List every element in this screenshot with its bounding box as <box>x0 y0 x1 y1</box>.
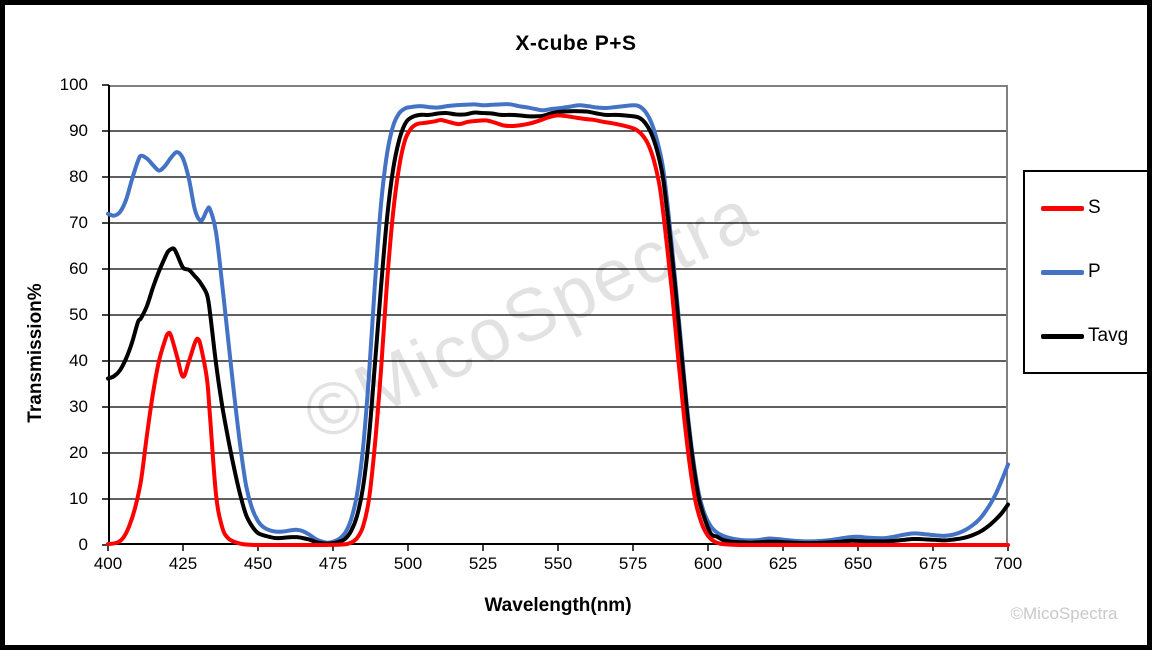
legend-item-P: P <box>1041 261 1148 283</box>
series-line-P <box>106 102 1010 545</box>
chart-title: X-cube P+S <box>515 32 637 55</box>
legend-line-sample-Tavg <box>1041 333 1084 339</box>
x-tick-label-650: 650 <box>843 554 873 573</box>
y-tick-label-20: 20 <box>69 443 88 462</box>
legend-label-S: S <box>1088 197 1101 218</box>
x-tick-label-700: 700 <box>993 554 1023 573</box>
x-tick-label-675: 675 <box>918 554 948 573</box>
y-tick-label-100: 100 <box>59 75 88 94</box>
series-line-Tavg <box>106 109 1010 546</box>
y-tick-label-10: 10 <box>69 489 88 508</box>
x-tick-label-600: 600 <box>693 554 723 573</box>
x-tick-label-450: 450 <box>243 554 273 573</box>
x-axis-title: Wavelength(nm) <box>484 595 632 616</box>
credit-text: ©MicoSpectra <box>1010 604 1118 623</box>
x-tick-label-575: 575 <box>618 554 648 573</box>
x-tick-label-550: 550 <box>543 554 573 573</box>
y-tick-label-90: 90 <box>69 121 88 140</box>
legend-line-sample-S <box>1041 205 1084 211</box>
legend-item-S: S <box>1041 197 1148 219</box>
y-tick-label-30: 30 <box>69 397 88 416</box>
plot-area <box>102 84 1010 551</box>
y-tick-label-50: 50 <box>69 305 88 324</box>
x-tick-label-475: 475 <box>318 554 348 573</box>
legend-item-Tavg: Tavg <box>1041 325 1148 347</box>
x-tick-label-525: 525 <box>468 554 498 573</box>
y-tick-label-60: 60 <box>69 259 88 278</box>
x-tick-label-500: 500 <box>393 554 423 573</box>
y-tick-label-0: 0 <box>78 535 88 554</box>
legend-label-Tavg: Tavg <box>1088 325 1129 346</box>
x-tick-label-400: 400 <box>93 554 123 573</box>
legend-label-P: P <box>1088 261 1101 282</box>
y-tick-label-40: 40 <box>69 351 88 370</box>
x-tick-label-625: 625 <box>768 554 798 573</box>
series-line-S <box>106 113 1010 548</box>
y-tick-label-80: 80 <box>69 167 88 186</box>
legend-line-sample-P <box>1041 269 1084 275</box>
y-tick-label-70: 70 <box>69 213 88 232</box>
legend: S P Tavg <box>1023 170 1150 374</box>
x-tick-label-425: 425 <box>168 554 198 573</box>
